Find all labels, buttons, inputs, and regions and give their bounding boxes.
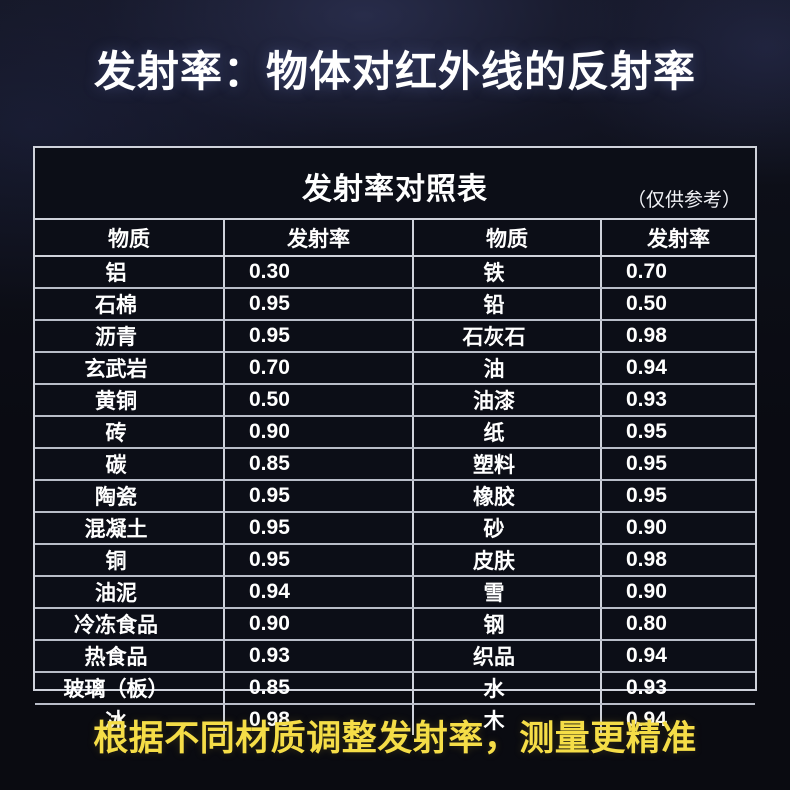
cell-emissivity-left: 0.70 [224,352,414,385]
table-row: 沥青 0.95 石灰石 0.98 [35,320,755,353]
cell-substance-right: 铅 [413,288,602,321]
cell-substance-left: 油泥 [35,576,225,609]
table-row: 热食品 0.93 织品 0.94 [35,640,755,673]
cell-substance-left: 铝 [35,256,225,289]
table-row: 铜 0.95 皮肤 0.98 [35,544,755,577]
cell-emissivity-left: 0.90 [224,608,414,641]
cell-substance-left: 玄武岩 [35,352,225,385]
cell-emissivity-left: 0.95 [224,512,414,545]
cell-substance-left: 沥青 [35,320,225,353]
table-row: 玻璃（板） 0.85 水 0.93 [35,672,755,705]
cell-substance-left: 混凝土 [35,512,225,545]
cell-emissivity-left: 0.85 [224,448,414,481]
column-header-substance-right: 物质 [413,220,602,257]
table-title: 发射率对照表 [302,173,488,206]
cell-substance-right: 雪 [413,576,602,609]
cell-emissivity-left: 0.93 [224,640,414,673]
table-row: 冷冻食品 0.90 钢 0.80 [35,608,755,641]
cell-substance-right: 石灰石 [413,320,602,353]
emissivity-table: 发射率对照表 （仅供参考） 物质 发射率 物质 发射率 铝 0.30 铁 0.70 石棉… [33,146,757,735]
table-row: 石棉 0.95 铅 0.50 [35,288,755,321]
cell-substance-right: 织品 [413,640,602,673]
cell-substance-right: 铁 [413,256,602,289]
cell-substance-left: 黄铜 [35,384,225,417]
cell-emissivity-left: 0.98 [224,704,414,735]
cell-emissivity-right: 0.94 [601,640,755,673]
cell-substance-right: 橡胶 [413,480,602,513]
cell-substance-right: 钢 [413,608,602,641]
cell-substance-right: 塑料 [413,448,602,481]
cell-substance-left: 铜 [35,544,225,577]
cell-emissivity-left: 0.95 [224,320,414,353]
cell-substance-right: 油漆 [413,384,602,417]
cell-emissivity-left: 0.94 [224,576,414,609]
cell-emissivity-right: 0.50 [601,288,755,321]
cell-emissivity-right: 0.93 [601,384,755,417]
table-row: 陶瓷 0.95 橡胶 0.95 [35,480,755,513]
cell-substance-right: 皮肤 [413,544,602,577]
cell-emissivity-left: 0.30 [224,256,414,289]
table-caption-band: 发射率对照表 （仅供参考） [35,148,755,220]
table-row: 砖 0.90 纸 0.95 [35,416,755,449]
cell-emissivity-right: 0.98 [601,544,755,577]
cell-substance-right: 水 [413,672,602,705]
table-note: （仅供参考） [626,190,741,211]
column-header-emissivity-left: 发射率 [224,220,414,257]
cell-substance-left: 冰 [35,704,225,735]
cell-substance-right: 木 [413,704,602,735]
cell-substance-left: 石棉 [35,288,225,321]
emissivity-data-table: 物质 发射率 物质 发射率 铝 0.30 铁 0.70 石棉 0.95 铅 0.50 沥青 0.9… [35,220,755,735]
cell-emissivity-left: 0.95 [224,288,414,321]
table-row: 碳 0.85 塑料 0.95 [35,448,755,481]
cell-emissivity-right: 0.90 [601,512,755,545]
cell-emissivity-left: 0.95 [224,544,414,577]
table-grid: 物质 发射率 物质 发射率 铝 0.30 铁 0.70 石棉 0.95 铅 0.50 沥青 0.9… [35,220,755,735]
cell-substance-left: 陶瓷 [35,480,225,513]
cell-substance-left: 玻璃（板） [35,672,225,705]
cell-emissivity-left: 0.85 [224,672,414,705]
cell-emissivity-right: 0.90 [601,576,755,609]
footer-caption: 根据不同材质调整发射率，测量更精准 [93,719,697,758]
column-header-emissivity-right: 发射率 [601,220,755,257]
cell-emissivity-left: 0.50 [224,384,414,417]
cell-emissivity-right: 0.98 [601,320,755,353]
table-row: 油泥 0.94 雪 0.90 [35,576,755,609]
cell-emissivity-left: 0.90 [224,416,414,449]
cell-emissivity-left: 0.95 [224,480,414,513]
cell-substance-right: 油 [413,352,602,385]
cell-emissivity-right: 0.80 [601,608,755,641]
cell-substance-right: 砂 [413,512,602,545]
cell-substance-left: 冷冻食品 [35,608,225,641]
cell-substance-left: 碳 [35,448,225,481]
table-row: 黄铜 0.50 油漆 0.93 [35,384,755,417]
cell-emissivity-right: 0.94 [601,352,755,385]
cell-substance-left: 砖 [35,416,225,449]
cell-emissivity-right: 0.70 [601,256,755,289]
table-row: 玄武岩 0.70 油 0.94 [35,352,755,385]
cell-emissivity-right: 0.95 [601,448,755,481]
cell-emissivity-right: 0.95 [601,416,755,449]
table-header-row: 物质 发射率 物质 发射率 [35,220,755,257]
table-row: 冰 0.98 木 0.94 [35,704,755,735]
cell-substance-right: 纸 [413,416,602,449]
cell-emissivity-right: 0.95 [601,480,755,513]
cell-emissivity-right: 0.93 [601,672,755,705]
table-body: 铝 0.30 铁 0.70 石棉 0.95 铅 0.50 沥青 0.95 石灰石 0.98 玄武岩 0.7… [35,256,755,735]
table-row: 混凝土 0.95 砂 0.90 [35,512,755,545]
table-row: 铝 0.30 铁 0.70 [35,256,755,289]
cell-emissivity-right: 0.94 [626,708,667,731]
column-header-substance-left: 物质 [35,220,225,257]
cell-substance-left: 热食品 [35,640,225,673]
page-headline: 发射率：物体对红外线的反射率 [93,48,696,95]
